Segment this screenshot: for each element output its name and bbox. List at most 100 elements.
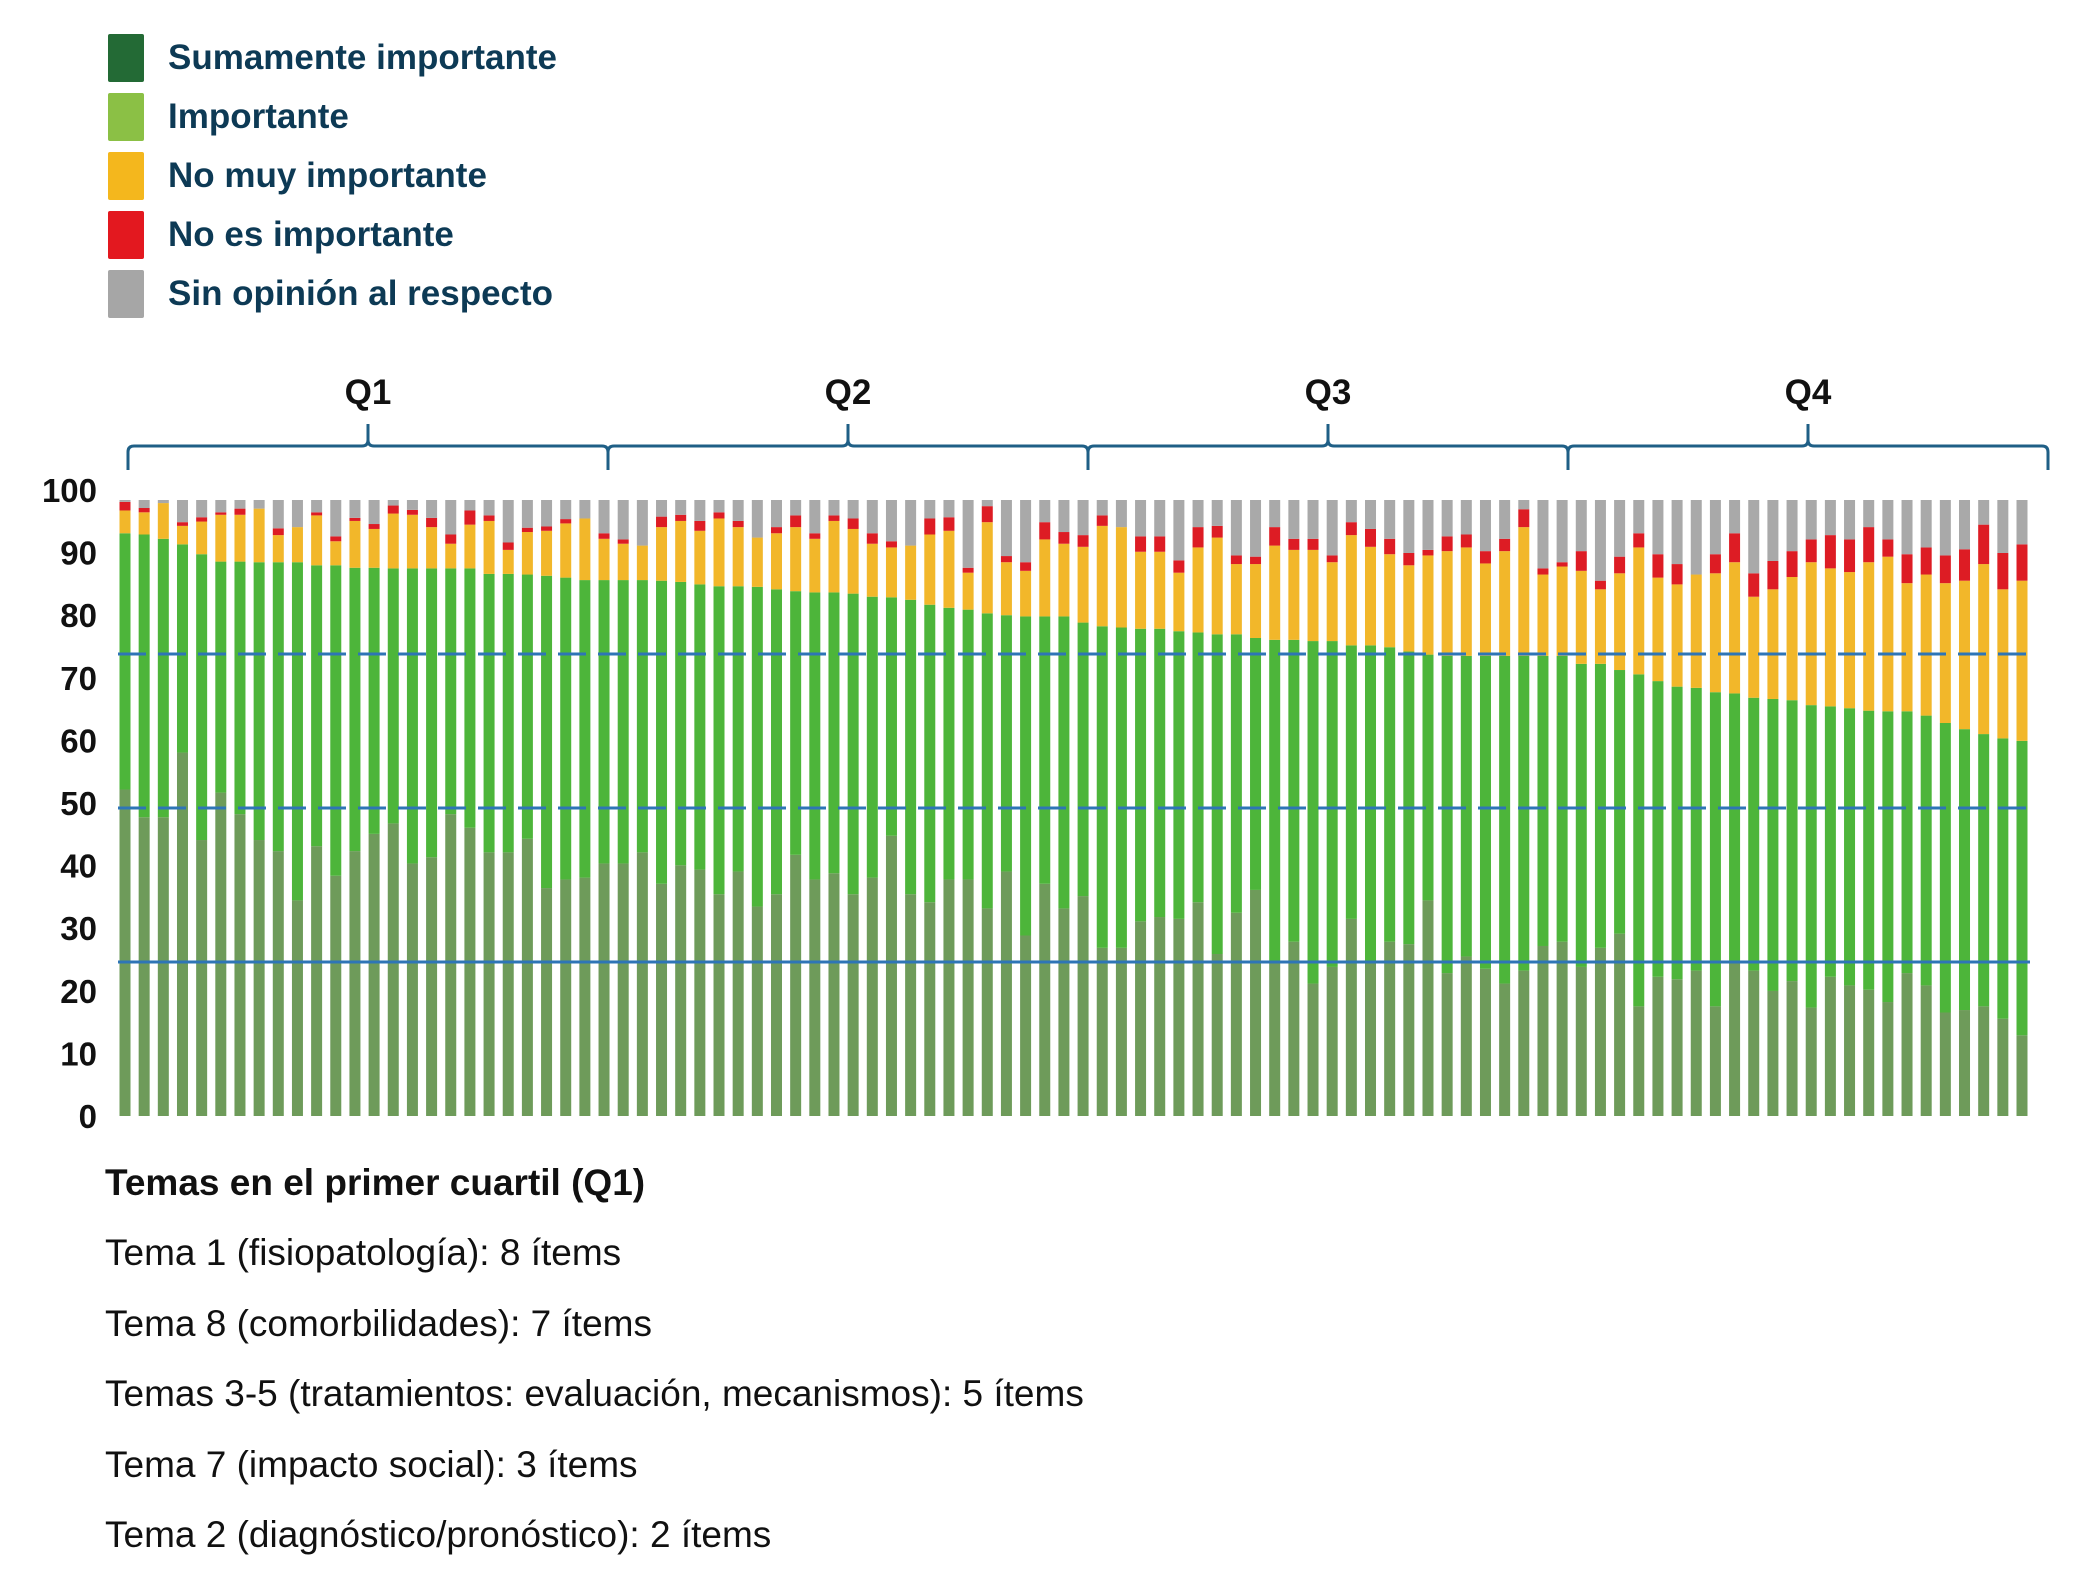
bar-segment-no-es-importante: [790, 515, 802, 528]
y-tick-label: 30: [60, 910, 97, 947]
bar-segment-sumamente-importante: [1365, 962, 1377, 1116]
legend-swatch: [108, 92, 144, 141]
bar-segment-importante: [234, 561, 246, 815]
bar-segment-no-muy-importante: [311, 515, 323, 566]
bar-segment-importante: [847, 593, 859, 895]
bar-segment-importante: [464, 568, 476, 828]
bar-segment-importante: [1326, 641, 1338, 967]
bar-segment-sumamente-importante: [234, 814, 246, 1116]
bar-segment-importante: [1824, 706, 1836, 977]
bar-segment-no-es-importante: [1844, 539, 1856, 573]
bar-segment-sumamente-importante: [215, 792, 227, 1116]
bar-segment-sumamente-importante: [1020, 935, 1032, 1116]
bar-segment-sumamente-importante: [1135, 921, 1147, 1116]
bar-segment-no-muy-importante: [1173, 572, 1185, 632]
bar-segment-sumamente-importante: [1997, 1018, 2009, 1116]
bar-segment-sumamente-importante: [1422, 900, 1434, 1116]
bar-segment-importante: [1767, 698, 1779, 991]
bar-segment-importante: [1882, 711, 1894, 1003]
bar-segment-no-muy-importante: [1767, 589, 1779, 699]
bar-segment-no-es-importante: [1460, 534, 1472, 548]
bar-segment-sin-opini-n-al-respecto: [1173, 500, 1185, 561]
bar-segment-no-es-importante: [1077, 535, 1089, 547]
bar-segment-sin-opini-n-al-respecto: [253, 500, 265, 509]
bar-segment-no-es-importante: [1499, 538, 1511, 552]
bar-segment-sumamente-importante: [1575, 966, 1587, 1116]
bar-segment-sumamente-importante: [1154, 917, 1166, 1116]
bar-segment-no-muy-importante: [426, 527, 438, 569]
bar-segment-sumamente-importante: [445, 814, 457, 1116]
bar-segment-no-es-importante: [138, 508, 150, 513]
bar-segment-sumamente-importante: [713, 894, 725, 1116]
bar-segment-sumamente-importante: [809, 879, 821, 1116]
q1-topics-notes: Temas en el primer cuartil (Q1) Tema 1 (…: [105, 1158, 1084, 1571]
bar-segment-importante: [636, 580, 648, 853]
bar-segment-sin-opini-n-al-respecto: [521, 500, 533, 528]
bar-segment-sumamente-importante: [1518, 970, 1530, 1116]
bar-segment-sumamente-importante: [1786, 981, 1798, 1116]
bar-segment-importante: [1671, 686, 1683, 980]
bar-segment-sumamente-importante: [866, 877, 878, 1116]
bar-segment-sin-opini-n-al-respecto: [1959, 500, 1971, 550]
stacked-bar-chart: 0 10 20 30 40 50 60 70 80 90 100 Q1 Q2 Q3 Q4: [42, 373, 2050, 1135]
bar-segment-no-muy-importante: [1652, 577, 1664, 682]
bar-segment-no-es-importante: [732, 520, 744, 528]
bar-segment-no-es-importante: [1767, 560, 1779, 590]
bar-segment-no-muy-importante: [1096, 525, 1108, 627]
bar-segment-sin-opini-n-al-respecto: [1403, 500, 1415, 553]
bar-segment-sumamente-importante: [1058, 908, 1070, 1116]
bar-segment-sin-opini-n-al-respecto: [1939, 500, 1951, 556]
bar-segment-importante: [560, 577, 572, 880]
bar-segment-no-muy-importante: [1518, 527, 1530, 656]
bar-segment-importante: [119, 533, 131, 790]
bar-segment-sin-opini-n-al-respecto: [1882, 500, 1894, 540]
bar-segment-no-muy-importante: [1384, 554, 1396, 648]
bar-segment-no-muy-importante: [579, 518, 591, 581]
bar-segment-no-es-importante: [866, 533, 878, 544]
legend-item-no-muy-importante: No muy importante: [108, 146, 557, 205]
bar-segment-sumamente-importante: [406, 863, 418, 1116]
bar-segment-no-muy-importante: [541, 530, 553, 576]
bar-segment-no-muy-importante: [1020, 570, 1032, 617]
bar-segment-sin-opini-n-al-respecto: [387, 500, 399, 506]
bar-segment-importante: [828, 592, 840, 874]
bar-segment-sumamente-importante: [196, 840, 208, 1116]
bar-segment-sin-opini-n-al-respecto: [636, 500, 648, 546]
bar-segment-sin-opini-n-al-respecto: [1633, 500, 1645, 534]
bar-segment-importante: [905, 599, 917, 895]
bar-segment-no-muy-importante: [157, 503, 169, 539]
bar-segment-no-muy-importante: [1709, 573, 1721, 693]
bar-segment-no-es-importante: [445, 534, 457, 544]
bar-segment-sumamente-importante: [598, 863, 610, 1116]
bar-segment-sin-opini-n-al-respecto: [1614, 500, 1626, 557]
bar-segment-no-muy-importante: [1269, 545, 1281, 640]
bar-segment-sumamente-importante: [1882, 1002, 1894, 1116]
bar-segment-sumamente-importante: [1901, 973, 1913, 1116]
bar-segment-sumamente-importante: [1403, 944, 1415, 1116]
bar-segment-no-es-importante: [1748, 573, 1760, 597]
bar-segment-importante: [330, 565, 342, 876]
bar-segment-sumamente-importante: [1499, 983, 1511, 1116]
bar-segment-sumamente-importante: [1384, 941, 1396, 1116]
bar-segment-importante: [1805, 705, 1817, 1008]
bar-segment-importante: [1978, 734, 1990, 1007]
bar-segment-sumamente-importante: [770, 894, 782, 1116]
bar-segment-importante: [1058, 616, 1070, 909]
bar-segment-sumamente-importante: [157, 817, 169, 1116]
legend-label: No es importante: [168, 214, 454, 254]
bar-segment-no-es-importante: [1978, 524, 1990, 565]
bar-segment-sumamente-importante: [291, 900, 303, 1116]
bar-segment-sin-opini-n-al-respecto: [330, 500, 342, 537]
bar-segment-sin-opini-n-al-respecto: [579, 500, 591, 519]
legend-label: Sumamente importante: [168, 37, 557, 77]
bar-segment-no-es-importante: [1959, 549, 1971, 581]
bar-segment-no-es-importante: [809, 533, 821, 539]
bar-segment-no-es-importante: [502, 542, 514, 550]
bar-segment-no-muy-importante: [1690, 574, 1702, 688]
bar-segment-no-muy-importante: [943, 530, 955, 608]
bar-segment-sumamente-importante: [1652, 976, 1664, 1116]
bar-segment-importante: [751, 586, 763, 907]
bar-segment-no-es-importante: [1441, 536, 1453, 552]
bar-segment-sin-opini-n-al-respecto: [1844, 500, 1856, 540]
bar-segment-no-muy-importante: [445, 543, 457, 569]
